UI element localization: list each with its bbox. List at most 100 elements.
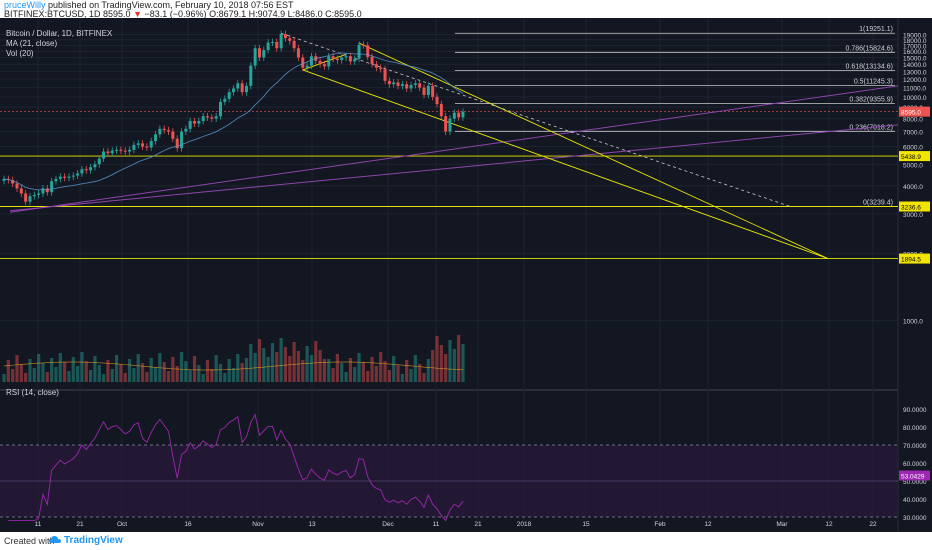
volume-bar xyxy=(418,364,422,382)
candle-body xyxy=(158,128,162,135)
axes: 1000.02000.03000.04000.05000.06000.07000… xyxy=(35,33,930,528)
volume-bar xyxy=(392,356,396,382)
volume-bar xyxy=(379,352,383,382)
price-tick-label: 11000.0 xyxy=(903,86,926,93)
volume-bar xyxy=(80,352,84,382)
candle-body xyxy=(283,34,287,39)
volume-bar xyxy=(357,353,361,382)
volume-bar xyxy=(431,350,435,382)
candle-body xyxy=(296,48,300,58)
candle-body xyxy=(331,56,335,59)
candle-body xyxy=(318,60,322,65)
volume-bar xyxy=(15,355,19,382)
candle-body xyxy=(80,169,84,174)
volume-bar xyxy=(374,366,378,382)
author-link[interactable]: pruceWilly xyxy=(4,0,46,10)
volume-bar xyxy=(201,374,205,382)
volume-bar xyxy=(279,338,283,382)
volume-bar xyxy=(327,359,331,382)
volume-bar xyxy=(457,335,461,382)
published-text: published on TradingView.com, February 1… xyxy=(48,0,294,10)
candle-body xyxy=(240,83,244,93)
candle-body xyxy=(71,175,75,177)
candle-body xyxy=(102,151,106,159)
volume-bar xyxy=(227,359,231,382)
volume-bar xyxy=(422,373,426,382)
rsi-tick-label: 60.0000 xyxy=(903,461,927,468)
support-label-bg xyxy=(899,151,930,162)
time-tick-label: 21 xyxy=(474,521,482,528)
candle-body xyxy=(327,56,331,67)
ma-legend: MA (21, close) xyxy=(6,39,57,48)
candle-body xyxy=(444,116,448,132)
volume-bar xyxy=(348,358,352,382)
fib-label: 0.5(11245.3) xyxy=(854,78,893,85)
fib-label: 0.618(13134.6) xyxy=(846,63,893,70)
fib-label: 0.786(15824.6) xyxy=(846,45,893,52)
rsi-tick-label: 90.0000 xyxy=(903,407,927,414)
candle-body xyxy=(115,149,119,151)
volume-bar xyxy=(439,345,443,382)
volume-bar xyxy=(127,359,132,382)
volume-bar xyxy=(101,374,106,382)
volume-bar xyxy=(184,361,188,382)
volume-bar xyxy=(24,373,28,382)
volume-bar xyxy=(76,366,80,382)
volume-bar xyxy=(340,363,344,382)
volume-bar xyxy=(19,364,23,382)
candle-body xyxy=(370,56,374,65)
candle-body xyxy=(257,48,261,58)
candle-body xyxy=(357,44,361,59)
rsi-value-label: 53.0429 xyxy=(901,474,925,481)
volume-bar xyxy=(301,360,305,382)
candle-body xyxy=(136,143,140,145)
price-tick-label: 19000.0 xyxy=(903,33,927,40)
volume-bar xyxy=(335,354,340,382)
fib-label: 0(3239.4) xyxy=(863,199,893,206)
candle-body xyxy=(387,80,391,85)
volume-bar xyxy=(132,368,136,382)
volume-bar xyxy=(305,346,309,382)
candle-body xyxy=(422,87,426,95)
candle-body xyxy=(366,45,370,57)
candle-body xyxy=(431,85,435,97)
candle-body xyxy=(54,178,58,182)
legend: Bitcoin / Dollar, 1D, BITFINEX MA (21, c… xyxy=(6,29,113,397)
volume-bar xyxy=(210,369,214,382)
tradingview-brand[interactable]: TradingView xyxy=(64,535,123,546)
volume-bar xyxy=(318,350,322,382)
volume-bar xyxy=(166,371,171,382)
candle-body xyxy=(236,83,240,89)
candle-body xyxy=(76,173,80,176)
candle-body xyxy=(193,121,197,124)
candle-body xyxy=(288,38,292,41)
candle-body xyxy=(210,117,214,119)
volume-bar xyxy=(383,361,387,382)
volume-bar xyxy=(240,363,244,382)
volume-bar xyxy=(266,357,270,382)
candle-body xyxy=(11,180,15,184)
candle-body xyxy=(145,146,149,148)
rsi-tick-label: 80.0000 xyxy=(903,425,927,432)
candle-body xyxy=(379,67,383,70)
volume-bar xyxy=(84,361,88,382)
volume-bar xyxy=(28,359,32,382)
volume-bar xyxy=(444,354,448,382)
volume-bar xyxy=(145,372,149,382)
candle-body xyxy=(58,176,62,179)
price-tick-label: 15000.0 xyxy=(903,55,927,62)
time-tick-label: Dec xyxy=(382,521,394,528)
price-tick-label: 10000.0 xyxy=(903,95,927,102)
volume-bar xyxy=(93,356,97,382)
candle-body xyxy=(219,101,222,117)
volume-bar xyxy=(244,358,249,382)
chart-area[interactable]: 1(19251.1) 0.786(15824.6) 0.618(13134.6) 0.… xyxy=(0,18,932,532)
time-tick-label: 12 xyxy=(704,521,712,528)
quote-line: BITFINEX:BTCUSD, 1D 8595.0 ▼ −83.1 (−0.9… xyxy=(4,9,362,20)
candle-body xyxy=(275,41,279,49)
candle-body xyxy=(301,57,305,68)
volume-bar xyxy=(153,367,158,382)
purple-trendline xyxy=(9,85,899,213)
candle-body xyxy=(249,65,253,86)
candle-body xyxy=(106,151,110,154)
